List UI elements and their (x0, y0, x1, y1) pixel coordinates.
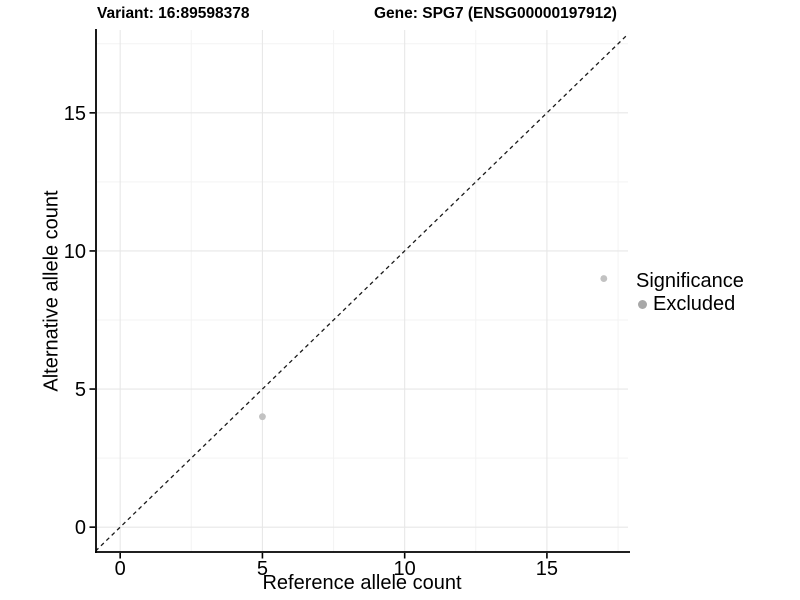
y-axis-title: Alternative allele count (40, 190, 63, 392)
legend-item-label: Excluded (653, 293, 736, 315)
y-tick-label: 5 (75, 379, 86, 401)
data-point (259, 413, 266, 421)
x-tick-label: 10 (394, 558, 416, 580)
y-tick-label: 10 (64, 241, 86, 263)
legend-key-dot (638, 300, 647, 309)
data-point (600, 275, 608, 282)
y-tick-label: 15 (64, 103, 86, 125)
x-tick-label: 15 (536, 558, 558, 580)
variant-title: Variant: 16:89598378 (97, 5, 250, 22)
identity-reference-line (96, 33, 628, 552)
x-axis-title: Reference allele count (262, 572, 462, 594)
legend-title: Significance (636, 270, 744, 292)
x-tick-label: 0 (115, 558, 126, 580)
legend-item-excluded: Excluded (636, 293, 744, 316)
y-tick-label: 0 (75, 517, 86, 539)
gene-title: Gene: SPG7 (ENSG00000197912) (374, 5, 617, 22)
legend: Significance Excluded (636, 270, 744, 316)
x-tick-label: 5 (257, 558, 268, 580)
